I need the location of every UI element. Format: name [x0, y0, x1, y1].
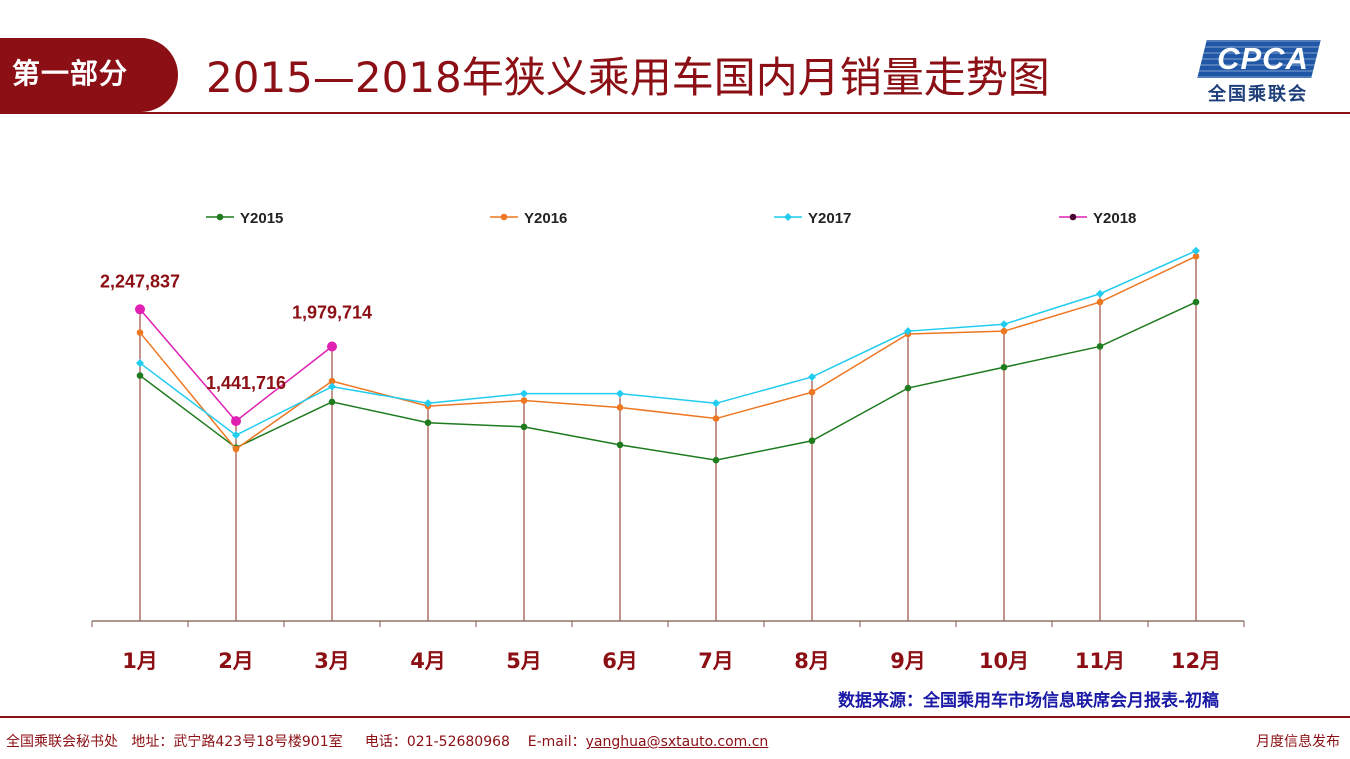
footer-divider [0, 716, 1350, 718]
data-point [1192, 253, 1200, 260]
data-point [904, 384, 912, 392]
x-tick-label: 8月 [794, 649, 830, 673]
data-point [328, 377, 336, 385]
footer-contact: 全国乘联会秘书处 地址：武宁路423号18号楼901室 电话：021-52680… [6, 731, 768, 751]
data-point [712, 415, 720, 422]
series-y2016 [136, 253, 1200, 453]
series-line [139, 301, 1197, 461]
x-tick-label: 5月 [506, 649, 542, 673]
data-point [616, 389, 624, 398]
x-tick-label: 7月 [698, 649, 734, 673]
data-point [135, 304, 145, 315]
legend-marker [784, 213, 792, 221]
x-tick-label: 4月 [410, 649, 446, 673]
legend-label: Y2018 [1093, 210, 1136, 227]
data-point [520, 389, 528, 398]
logo-subtext: 全国乘联会 [1208, 84, 1308, 105]
data-label: 2,247,837 [100, 271, 180, 291]
legend-item: Y2016 [490, 210, 567, 227]
data-point [616, 441, 624, 449]
data-point [1096, 289, 1104, 298]
legend-marker [216, 213, 224, 221]
series-y2017 [136, 246, 1200, 440]
data-point [232, 445, 240, 453]
data-point [808, 437, 816, 445]
section-label: 第一部分 [12, 57, 129, 90]
legend-marker [1069, 213, 1077, 221]
cpca-logo: CPCA 全国乘联会 [1196, 40, 1321, 105]
x-tick-label: 6月 [602, 649, 638, 673]
series-line [139, 255, 1197, 451]
data-label: 1,979,714 [292, 302, 372, 322]
legend-item: Y2015 [206, 210, 283, 227]
legend-label: Y2015 [240, 210, 283, 227]
footer-email-link[interactable]: yanghua@sxtauto.com.cn [585, 734, 769, 750]
data-point [616, 404, 624, 411]
series-line [139, 308, 333, 423]
data-point [712, 456, 720, 464]
data-point [1192, 246, 1200, 255]
data-point [424, 419, 432, 427]
data-point [1192, 298, 1200, 306]
data-point [1000, 320, 1008, 329]
logo-text: CPCA [1217, 41, 1309, 76]
legend-label: Y2016 [524, 210, 567, 227]
series-line [139, 250, 1197, 437]
data-point [231, 416, 241, 427]
data-point [1096, 298, 1104, 306]
header-divider [0, 112, 1350, 114]
x-tick-label: 12月 [1171, 649, 1221, 673]
data-point [136, 329, 144, 336]
series-y2015 [136, 298, 1200, 464]
data-point [520, 397, 528, 404]
data-point [328, 398, 336, 406]
data-point [136, 372, 144, 379]
data-point [520, 423, 528, 431]
x-tick-label: 9月 [890, 649, 926, 673]
data-point [1000, 327, 1008, 335]
x-tick-label: 11月 [1075, 649, 1125, 673]
legend-marker [500, 213, 508, 221]
footer-phone: 电话：021-52680968 [364, 734, 510, 750]
data-point [424, 399, 432, 408]
legend-item: Y2017 [774, 210, 851, 227]
data-point [136, 359, 144, 368]
data-point [328, 382, 336, 391]
data-point [808, 372, 816, 381]
data-source-note: 数据来源：全国乘用车市场信息联席会月报表-初稿 [838, 691, 1220, 711]
legend-item: Y2018 [1059, 210, 1136, 227]
series-y2018 [135, 304, 337, 427]
page-title: 2015—2018年狭义乘用车国内月销量走势图 [206, 53, 1050, 102]
footer-org: 全国乘联会秘书处 [6, 734, 118, 750]
data-point [327, 341, 337, 352]
data-label: 1,441,716 [206, 373, 286, 393]
footer-address: 地址：武宁路423号18号楼901室 [131, 734, 343, 750]
x-tick-label: 10月 [979, 649, 1029, 673]
x-tick-label: 3月 [314, 649, 350, 673]
footer-email-label: E-mail： [527, 734, 586, 750]
data-point [1000, 363, 1008, 371]
data-point [904, 327, 912, 336]
footer-release-note: 月度信息发布 [1256, 734, 1340, 750]
x-tick-label: 1月 [122, 649, 158, 673]
data-point [712, 399, 720, 408]
x-tick-label: 2月 [218, 649, 254, 673]
data-point [232, 431, 240, 440]
data-point [808, 388, 816, 396]
data-point [1096, 343, 1104, 350]
legend-label: Y2017 [808, 210, 851, 227]
section-tab: 第一部分 [0, 38, 178, 112]
